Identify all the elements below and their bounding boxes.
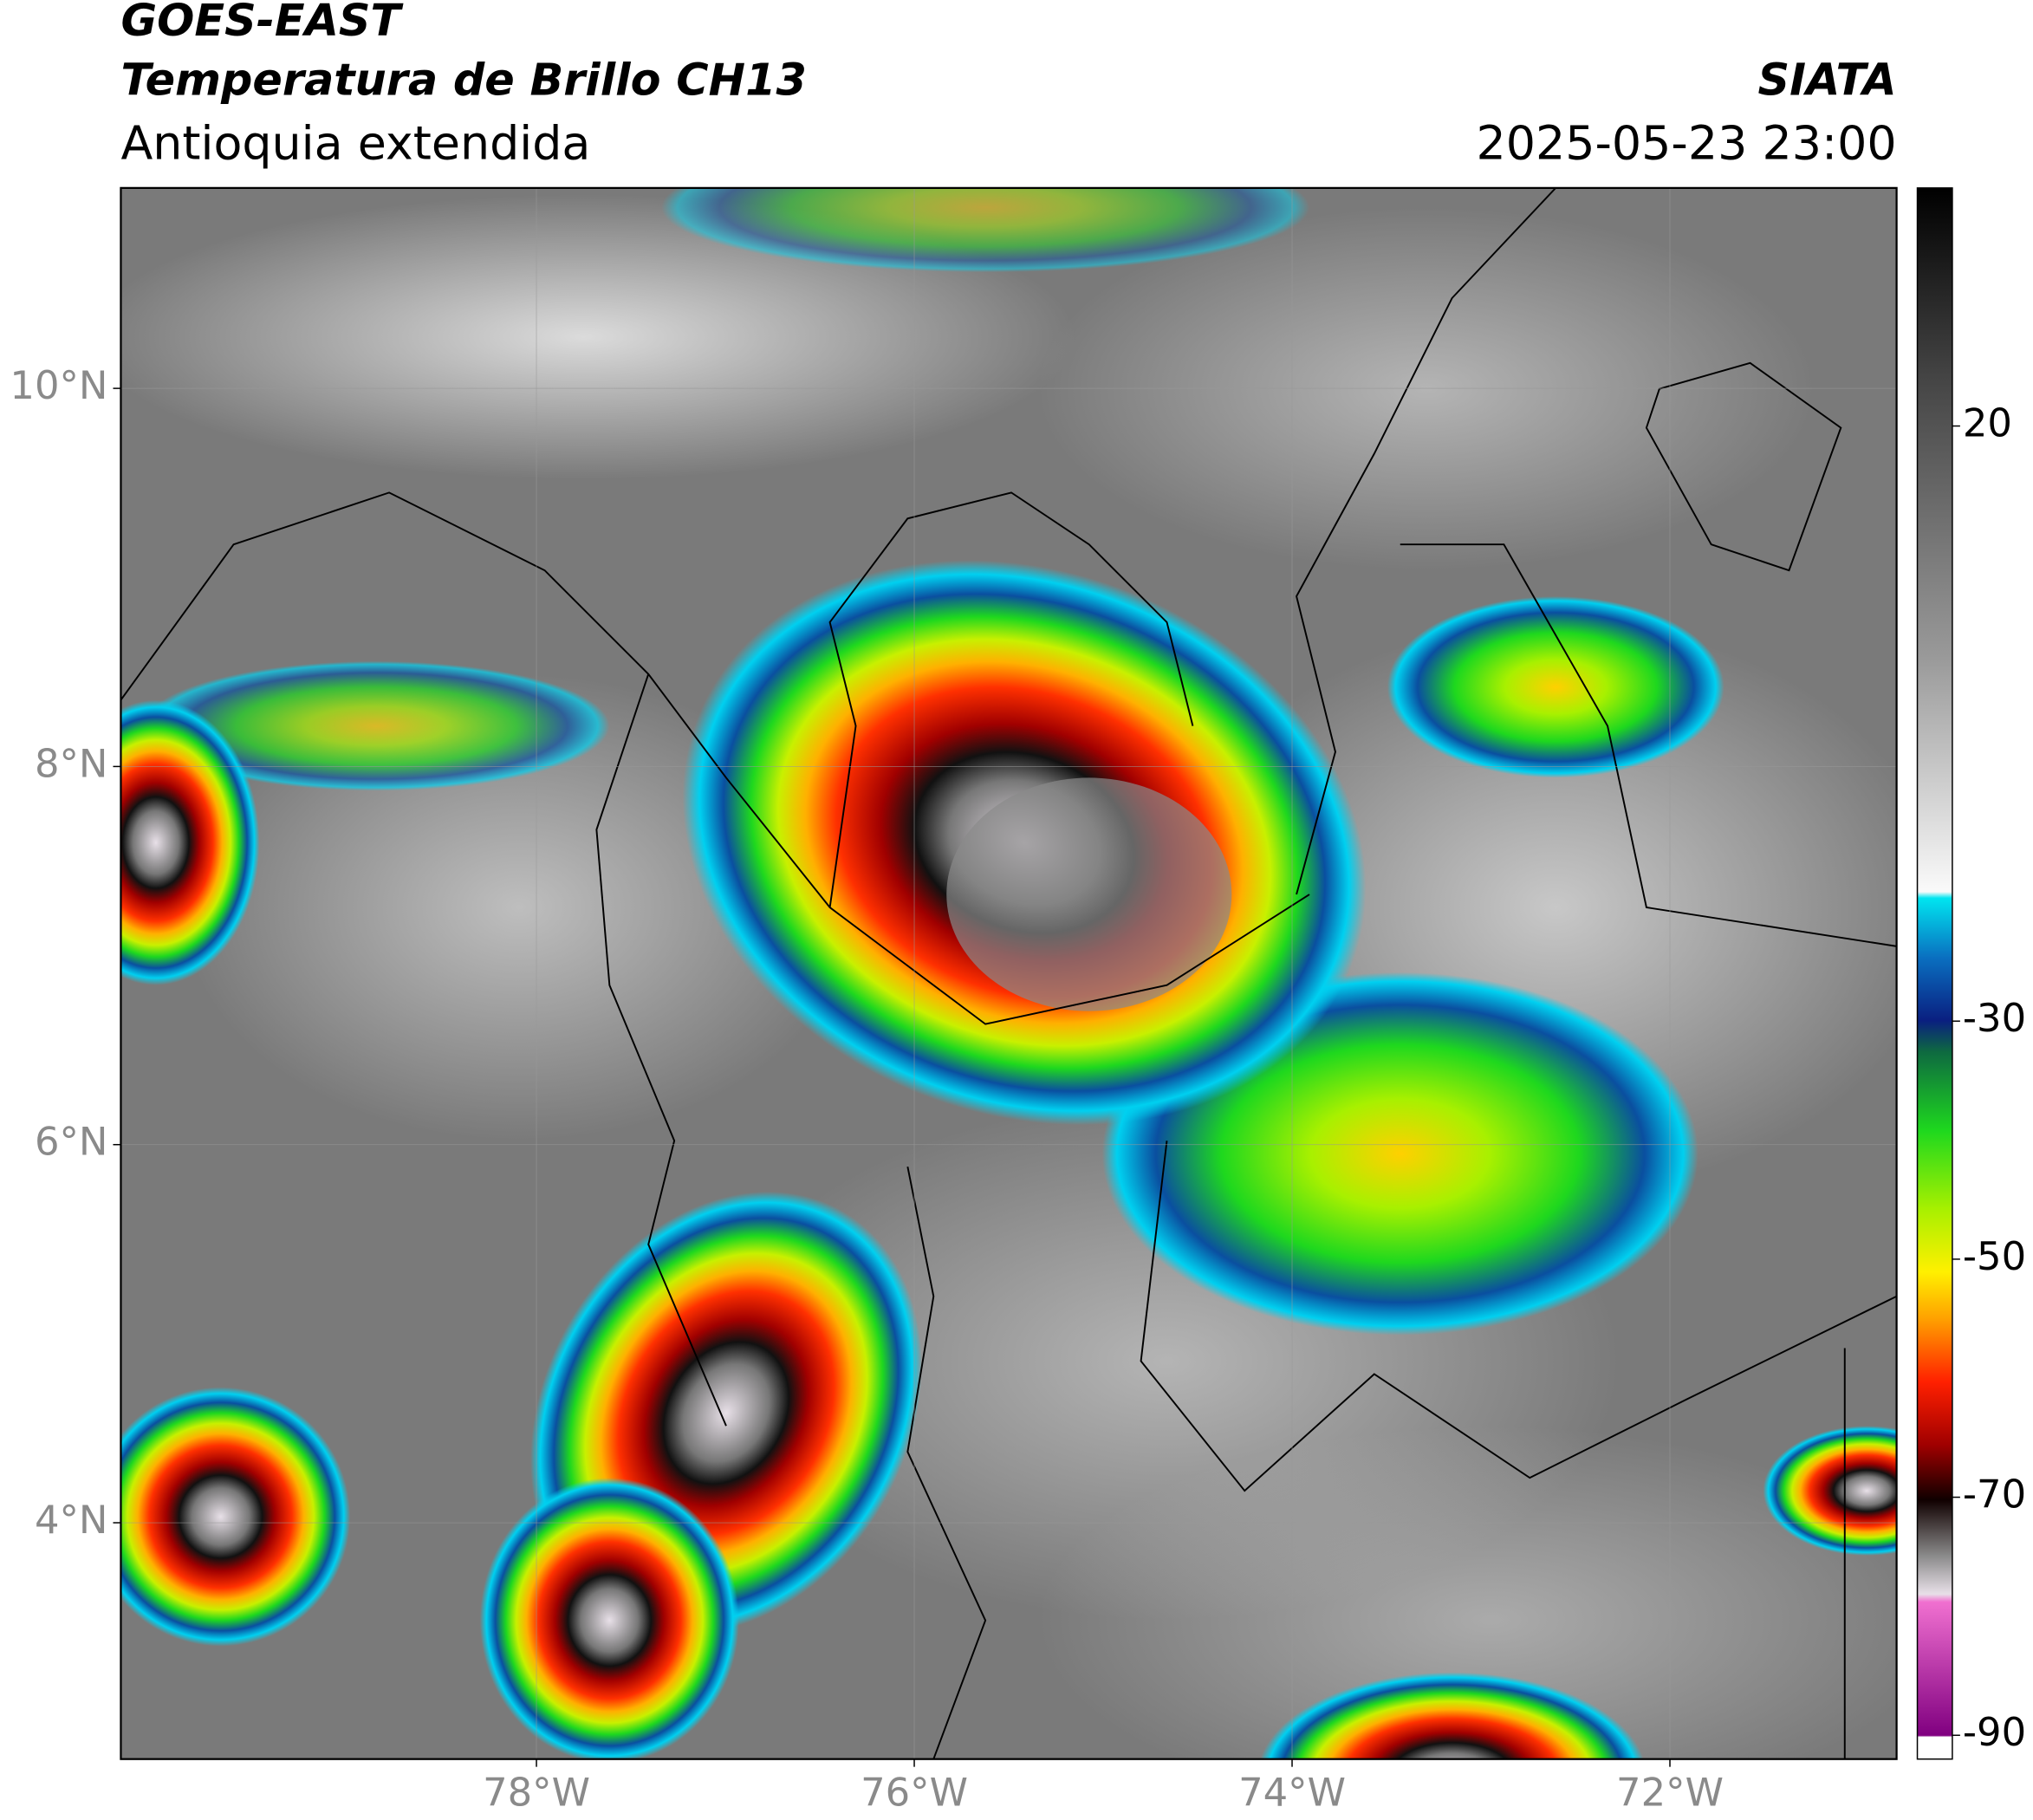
storm-cell [479, 1478, 739, 1759]
lon-tick-label: 72°W [1616, 1770, 1724, 1816]
colorbar-tick-label: 20 [1963, 400, 2012, 446]
map-area [120, 187, 1897, 1759]
title-line1: GOES-EAST [120, 0, 404, 46]
source: SIATA [1757, 55, 1896, 106]
border [1296, 187, 1556, 895]
region: Antioquia extendida [120, 116, 590, 171]
lon-tick-label: 78°W [483, 1770, 590, 1816]
colorbar [1916, 187, 1953, 1760]
colorbar-tick-label: -70 [1963, 1472, 2026, 1518]
lat-tick-label: 4°N [35, 1497, 108, 1543]
border [120, 491, 1310, 1025]
lon-tick-label: 74°W [1238, 1770, 1346, 1816]
lat-tick-label: 6°N [35, 1119, 108, 1165]
borders [120, 187, 1897, 1759]
border [1400, 543, 1897, 947]
storm-cell [120, 1387, 351, 1647]
lon-tick-label: 76°W [861, 1770, 968, 1816]
map-frame [120, 186, 1898, 1760]
border [1645, 361, 1842, 572]
border [1140, 1141, 1897, 1492]
colorbar-tick-label: -30 [1963, 995, 2026, 1041]
cloud [1036, 207, 1815, 571]
storm-core [946, 777, 1232, 1011]
cloud [120, 194, 1076, 480]
colorbar-tick-label: -50 [1963, 1233, 2026, 1279]
storm-cell [120, 699, 260, 985]
border [906, 1166, 987, 1759]
datetime: 2025-05-23 23:00 [1477, 116, 1897, 171]
title-line2: Temperatura de Brillo CH13 [120, 55, 806, 106]
lat-tick-label: 10°N [10, 362, 107, 408]
border [828, 491, 1194, 908]
cloud [1037, 1426, 1897, 1759]
colorbar-tick-label: -90 [1963, 1709, 2026, 1755]
cloud-system [142, 660, 610, 791]
storm-cell [1260, 1672, 1644, 1759]
border [595, 673, 727, 1427]
cloud-system [661, 187, 1309, 273]
storm-cell [1763, 1426, 1897, 1556]
cloud-system [1387, 596, 1724, 778]
lat-tick-label: 8°N [35, 740, 108, 786]
